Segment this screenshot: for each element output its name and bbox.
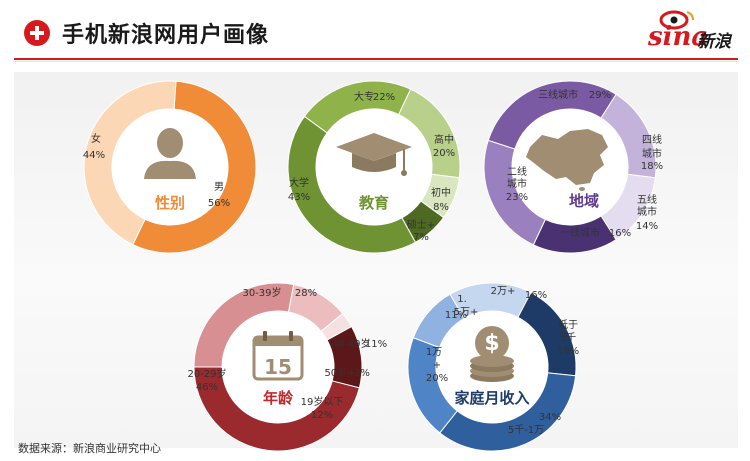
slice-value: 44% bbox=[83, 150, 105, 161]
slice-label: 高中 bbox=[434, 133, 454, 146]
slice-value: 16% bbox=[525, 290, 547, 301]
slice-label: 女 bbox=[91, 132, 101, 145]
donut-slice bbox=[412, 293, 465, 349]
slice-label: 大专 bbox=[354, 90, 374, 103]
slice-label: 城市 bbox=[507, 177, 527, 190]
chart-title: 家庭月收入 bbox=[454, 389, 529, 407]
donut-chart-1: 性别 男 56% 女 44% bbox=[83, 80, 257, 254]
chart-title: 教育 bbox=[358, 194, 389, 212]
slice-value: 7% bbox=[413, 232, 429, 243]
slice-label: 2万+ bbox=[491, 286, 516, 297]
chart-title: 地域 bbox=[569, 192, 599, 210]
slice-label: 男 bbox=[214, 181, 224, 193]
donut-slice bbox=[193, 366, 360, 452]
slice-label: 一线城市 bbox=[560, 226, 600, 239]
coins-icon: $ bbox=[470, 326, 514, 382]
plus-badge-icon bbox=[24, 20, 50, 46]
slice-label: 硕士+ bbox=[407, 218, 435, 231]
header: 手机新浪网用户画像 sina 新浪 bbox=[0, 0, 750, 68]
slice-value: 29% bbox=[589, 90, 611, 101]
slice-value: 28% bbox=[295, 288, 317, 299]
slice-value: 11% bbox=[365, 339, 387, 350]
slice-label: 低于 bbox=[558, 318, 578, 331]
china-map-icon bbox=[526, 129, 608, 191]
slice-label: 5千-1万 bbox=[508, 424, 544, 436]
slice-value: 22% bbox=[373, 92, 395, 103]
slice-label: 五线 bbox=[637, 193, 657, 206]
slice-label: 40-49岁 bbox=[331, 337, 370, 350]
slice-label: 19岁以下 bbox=[301, 395, 344, 408]
slice-value: 19% bbox=[557, 346, 579, 357]
slice-value: 3% bbox=[354, 368, 370, 379]
sina-eye-logo-icon bbox=[659, 10, 694, 30]
slice-label: 大学 bbox=[289, 176, 309, 189]
data-source: 数据来源：新浪商业研究中心 bbox=[18, 442, 161, 455]
header-rule-shadow bbox=[14, 61, 738, 62]
page-title: 手机新浪网用户画像 bbox=[62, 23, 270, 48]
graduation-cap-icon bbox=[336, 133, 412, 176]
slice-label: 城市 bbox=[642, 147, 662, 160]
slice-label: 1万 bbox=[426, 347, 442, 358]
slice-value: 46% bbox=[196, 382, 218, 393]
slice-value: 34% bbox=[539, 412, 561, 423]
slice-label: + bbox=[433, 360, 441, 371]
sina-logo-word: sina bbox=[648, 22, 709, 52]
slice-label: 四线 bbox=[642, 133, 662, 146]
slice-value: 43% bbox=[288, 192, 310, 203]
slice-label: 二线 bbox=[507, 165, 527, 178]
slice-value: 8% bbox=[433, 202, 449, 213]
slice-label: 5万+ bbox=[454, 307, 479, 318]
donut-slice bbox=[132, 80, 257, 254]
slice-value: 12% bbox=[311, 410, 333, 421]
header-rule bbox=[14, 58, 738, 60]
person-icon bbox=[144, 128, 196, 179]
donut-slice bbox=[287, 115, 417, 254]
calendar-day-number: 15 bbox=[264, 355, 292, 379]
chart-title: 性别 bbox=[155, 194, 185, 212]
slice-value: 16% bbox=[609, 228, 631, 239]
slice-label: 1. bbox=[457, 294, 467, 305]
slice-label: 30-39岁 bbox=[242, 286, 281, 299]
slice-value: 14% bbox=[636, 221, 658, 232]
slice-value: 18% bbox=[641, 161, 663, 172]
donut-slice bbox=[83, 80, 177, 246]
slice-label: 50岁+ bbox=[324, 366, 355, 379]
slice-value: 20% bbox=[433, 148, 455, 159]
slice-value: 11% bbox=[445, 310, 467, 321]
slice-label: 三线城市 bbox=[538, 88, 578, 101]
dollar-sign: $ bbox=[484, 331, 499, 356]
chart-title: 年龄 bbox=[263, 389, 294, 407]
slice-label: 城市 bbox=[637, 205, 657, 218]
donut-slice bbox=[483, 139, 546, 246]
slice-value: 23% bbox=[506, 192, 528, 203]
slice-value: 56% bbox=[208, 198, 230, 209]
slice-label: 5千 bbox=[560, 332, 576, 344]
sina-logo-chinese: 新浪 bbox=[697, 32, 731, 52]
slice-label: 初中 bbox=[431, 186, 451, 199]
calendar-icon: 15 bbox=[252, 331, 304, 381]
slice-value: 20% bbox=[426, 373, 448, 384]
slice-label: 20-29岁 bbox=[187, 367, 226, 380]
